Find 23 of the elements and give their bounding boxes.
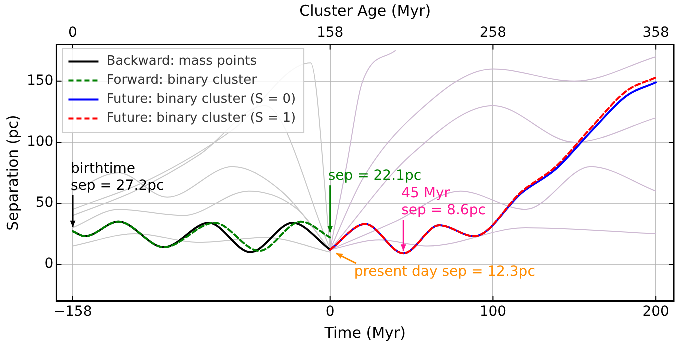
legend-label: Backward: mass points — [106, 54, 258, 70]
annotation: sep = 22.1pc — [328, 168, 422, 184]
x-tick-label: −158 — [54, 304, 92, 320]
y-axis-title: Separation (pc) — [4, 115, 22, 231]
y-tick-label: 50 — [36, 195, 54, 212]
x-tick-label: 0 — [326, 304, 335, 320]
annotation: present day sep = 12.3pc — [354, 264, 536, 280]
x-axis-title: Time (Myr) — [324, 324, 406, 342]
legend-label: Future: binary cluster (S = 1) — [106, 111, 296, 126]
x2-tick-label: 0 — [68, 25, 78, 42]
x2-tick-label: 358 — [642, 25, 670, 42]
y-tick-label: 0 — [44, 256, 54, 272]
y-tick-label: 100 — [26, 134, 54, 150]
x2-axis-title: Cluster Age (Myr) — [300, 2, 432, 20]
x2-tick-label: 158 — [316, 25, 344, 42]
legend-label: Future: binary cluster (S = 0) — [106, 92, 296, 108]
x-tick-label: 100 — [480, 304, 507, 320]
annotation: birthtime sep = 27.2pc — [71, 161, 164, 194]
y-tick-label: 150 — [26, 73, 54, 90]
legend-label: Forward: binary cluster — [106, 73, 258, 88]
annotation: 45 Myr sep = 8.6pc — [402, 186, 486, 219]
x-tick-label: 200 — [642, 304, 670, 320]
x2-tick-label: 258 — [480, 25, 507, 42]
